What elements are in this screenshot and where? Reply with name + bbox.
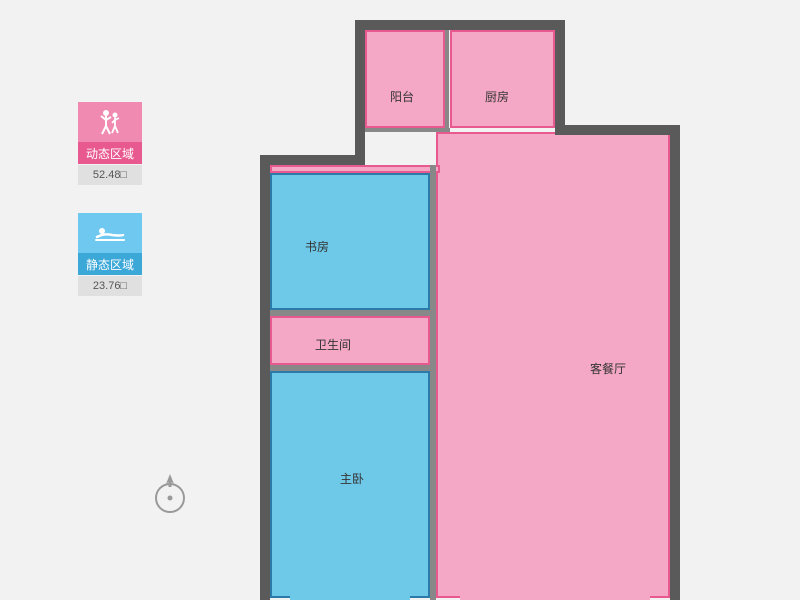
dynamic-zone-icon — [78, 102, 142, 142]
room-label-balcony: 阳台 — [390, 88, 414, 105]
room-balcony — [365, 30, 445, 128]
outer-wall-3 — [355, 20, 565, 30]
room-label-bath: 卫生间 — [315, 336, 351, 353]
room-top-strip — [270, 165, 440, 173]
static-zone-value: 23.76□ — [78, 276, 142, 296]
outer-wall-2 — [355, 20, 365, 165]
sleep-icon — [94, 221, 126, 245]
outer-wall-1 — [260, 155, 365, 165]
legend-panel: 动态区域 52.48□ 静态区域 23.76□ — [78, 102, 142, 324]
interior-wall-3 — [430, 165, 436, 365]
room-label-kitchen: 厨房 — [485, 88, 509, 105]
interior-wall-0 — [445, 30, 449, 130]
room-label-living: 客餐厅 — [590, 360, 626, 377]
legend-dynamic-zone: 动态区域 52.48□ — [78, 102, 142, 185]
outer-wall-4 — [555, 20, 565, 135]
floorplan: 阳台 厨房客餐厅 书房卫生间主卧 — [260, 20, 680, 600]
dynamic-zone-label: 动态区域 — [78, 142, 142, 164]
room-living — [436, 132, 670, 598]
interior-wall-1 — [360, 128, 450, 132]
bottom-opening-0 — [290, 596, 410, 600]
dynamic-zone-value: 52.48□ — [78, 165, 142, 185]
interior-wall-5 — [430, 365, 436, 600]
room-label-study: 书房 — [305, 238, 329, 255]
room-study — [270, 173, 430, 310]
static-zone-icon — [78, 213, 142, 253]
compass-icon — [150, 470, 190, 523]
bottom-opening-1 — [460, 596, 650, 600]
legend-static-zone: 静态区域 23.76□ — [78, 213, 142, 296]
room-kitchen — [450, 30, 555, 128]
interior-wall-2 — [270, 310, 435, 316]
outer-wall-6 — [670, 125, 680, 600]
static-zone-label: 静态区域 — [78, 253, 142, 275]
room-label-master: 主卧 — [340, 470, 364, 487]
people-dance-icon — [95, 108, 125, 136]
outer-wall-0 — [260, 155, 270, 600]
interior-wall-4 — [270, 365, 435, 371]
outer-wall-5 — [555, 125, 680, 135]
